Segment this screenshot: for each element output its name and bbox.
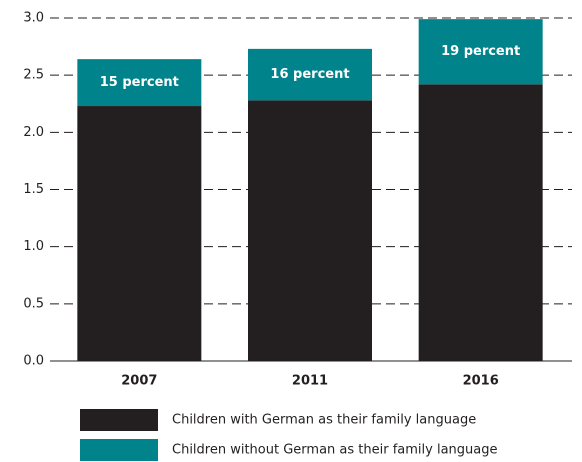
legend-label: Children without German as their family … <box>172 443 498 458</box>
bar-segment <box>418 19 543 85</box>
bar-segment <box>77 59 202 107</box>
y-tick-label: 2.5 <box>23 68 44 83</box>
y-tick-label: 1.0 <box>23 239 44 254</box>
legend-label: Children with German as their family lan… <box>172 413 476 428</box>
bar-annotation: 15 percent <box>100 75 179 90</box>
legend-swatch <box>80 439 158 461</box>
y-tick-label: 0.0 <box>23 354 44 369</box>
bar-segment <box>418 84 543 362</box>
x-tick-label: 2007 <box>121 374 157 389</box>
legend-swatch <box>80 409 158 431</box>
y-tick-label: 3.0 <box>23 11 44 26</box>
bar-segment <box>248 100 372 361</box>
bar-segment <box>77 106 202 361</box>
x-tick-label: 2011 <box>292 374 328 389</box>
y-tick-label: 0.5 <box>23 296 44 311</box>
x-tick-label: 2016 <box>463 374 499 389</box>
y-tick-label: 2.0 <box>23 125 44 140</box>
bar-annotation: 19 percent <box>441 44 520 59</box>
bar-annotation: 16 percent <box>270 67 349 82</box>
bar-segment <box>248 48 372 101</box>
y-tick-label: 1.5 <box>23 182 44 197</box>
